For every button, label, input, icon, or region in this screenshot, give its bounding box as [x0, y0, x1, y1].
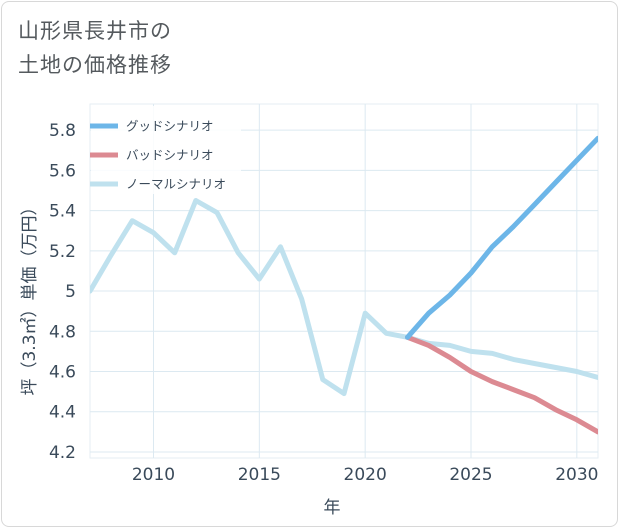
y-axis-label: 坪（3.3㎡）単価（万円） — [20, 198, 40, 395]
title-line-2: 土地の価格推移 — [18, 53, 172, 77]
legend-label: ノーマルシナリオ — [126, 177, 226, 192]
y-tick-label: 5.6 — [49, 161, 76, 181]
series-line-2 — [90, 198, 598, 397]
plot-area — [89, 103, 599, 459]
legend-box — [91, 106, 241, 194]
series-line-0 — [405, 135, 598, 340]
y-tick-label: 5 — [65, 282, 76, 302]
x-tick-labels: 2010 2015 2020 2025 2030 — [132, 465, 599, 485]
legend-label: グッドシナリオ — [126, 119, 214, 134]
x-tick-label: 2030 — [555, 465, 598, 485]
x-tick-label: 2010 — [132, 465, 175, 485]
series-lines — [90, 135, 598, 435]
legend-label: バッドシナリオ — [126, 148, 214, 163]
x-tick-label: 2015 — [238, 465, 281, 485]
y-tick-label: 4.4 — [49, 403, 76, 423]
y-tick-label: 5.4 — [49, 202, 76, 222]
y-tick-label: 4.2 — [49, 443, 76, 463]
series-line-1 — [405, 334, 598, 435]
y-tick-label: 5.2 — [49, 242, 76, 262]
title-line-1: 山形県長井市の — [18, 19, 172, 43]
chart-title: 山形県長井市の 土地の価格推移 — [18, 14, 172, 82]
y-tick-label: 4.6 — [49, 363, 76, 383]
y-tick-label: 5.8 — [49, 121, 76, 141]
x-axis-label: 年 — [324, 498, 341, 518]
y-tick-label: 4.8 — [49, 322, 76, 342]
x-tick-label: 2025 — [449, 465, 492, 485]
grid-lines — [89, 103, 599, 459]
y-tick-labels: 4.2 4.4 4.6 4.8 5 5.2 5.4 5.6 5.8 — [49, 121, 76, 463]
x-tick-label: 2020 — [344, 465, 387, 485]
